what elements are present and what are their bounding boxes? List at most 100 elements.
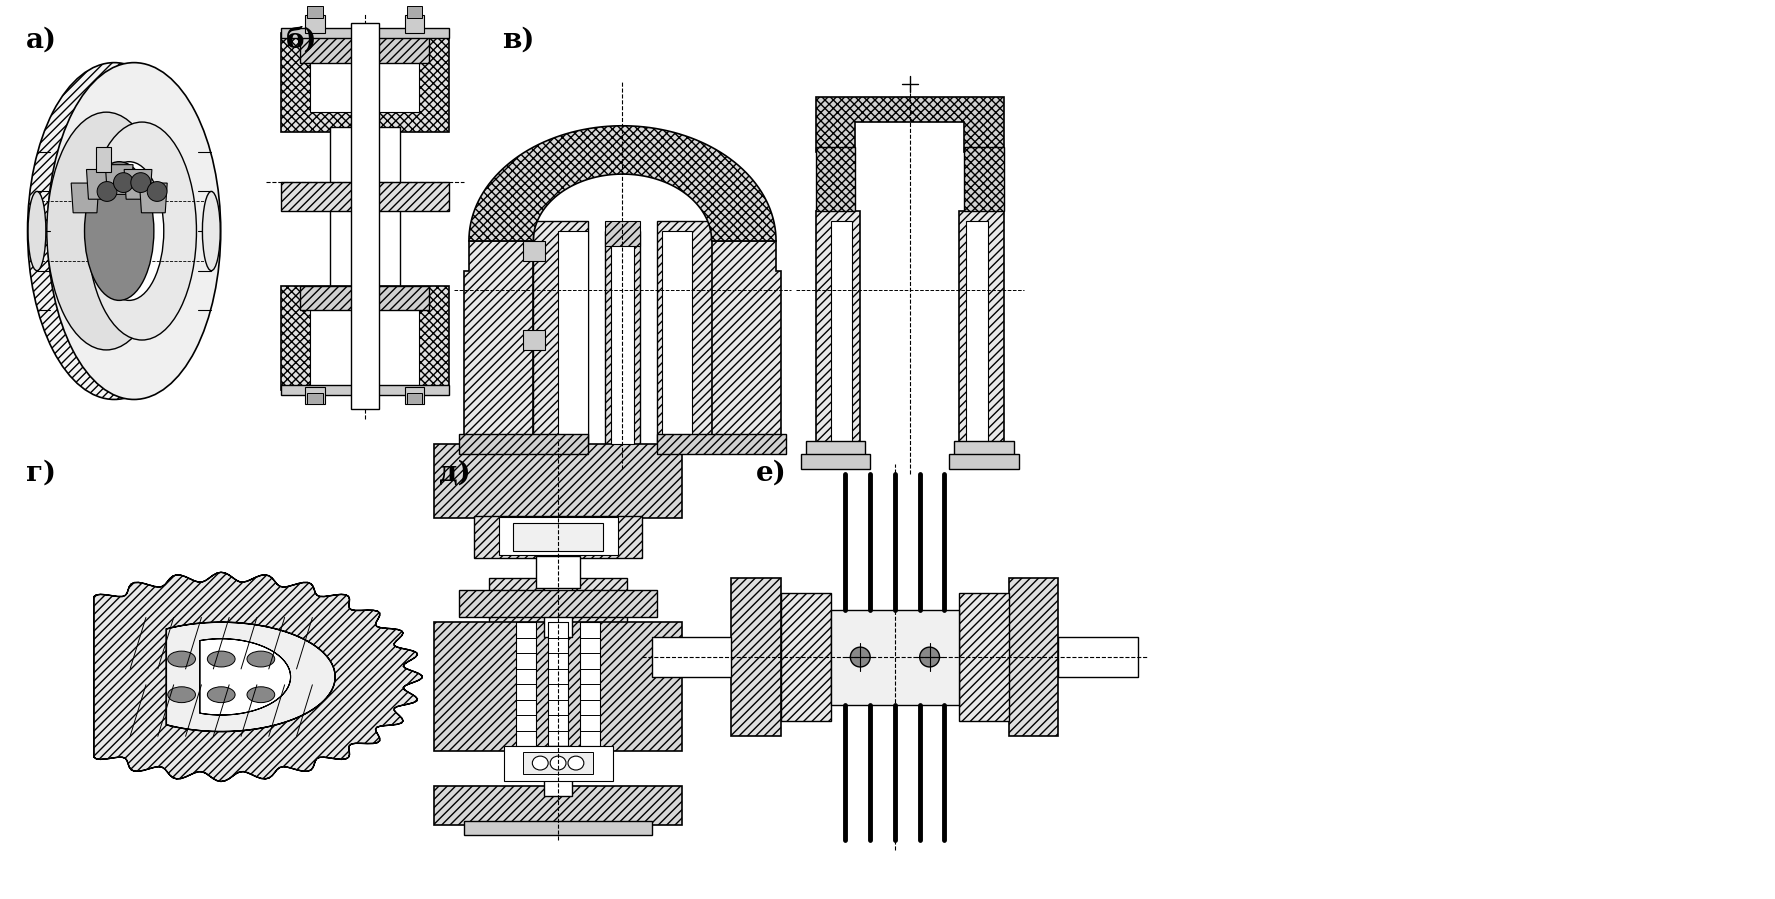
Bar <box>330 127 399 290</box>
Bar <box>816 147 856 211</box>
Bar <box>96 147 112 172</box>
Bar <box>545 746 572 796</box>
Bar <box>307 6 323 18</box>
Circle shape <box>919 647 939 667</box>
Bar <box>580 622 600 746</box>
Bar <box>831 221 852 449</box>
Ellipse shape <box>208 687 234 703</box>
Bar <box>524 330 545 350</box>
Bar <box>801 454 870 468</box>
Bar <box>657 434 786 454</box>
Polygon shape <box>167 622 335 732</box>
Bar <box>806 441 864 458</box>
Ellipse shape <box>247 687 275 703</box>
Ellipse shape <box>46 112 165 350</box>
Bar <box>955 441 1014 458</box>
Bar <box>435 444 682 519</box>
Bar <box>959 211 1005 454</box>
Ellipse shape <box>532 756 548 770</box>
Bar <box>311 33 419 112</box>
Bar <box>966 221 989 449</box>
Ellipse shape <box>28 63 201 399</box>
Bar <box>280 33 449 132</box>
Bar <box>731 578 781 736</box>
Text: д): д) <box>438 459 470 486</box>
Bar <box>406 393 422 405</box>
Bar <box>950 454 1019 468</box>
Bar <box>405 15 424 33</box>
Polygon shape <box>87 170 114 200</box>
Bar <box>781 592 831 722</box>
Bar <box>524 752 593 774</box>
Bar <box>524 241 545 261</box>
Polygon shape <box>201 638 291 715</box>
Bar <box>300 33 430 63</box>
Bar <box>662 231 692 444</box>
Polygon shape <box>712 241 781 449</box>
Bar <box>474 516 643 558</box>
Bar <box>280 286 449 389</box>
Bar <box>300 286 430 310</box>
Bar <box>657 221 712 449</box>
Bar <box>460 434 588 454</box>
Bar <box>460 590 657 618</box>
Bar <box>351 23 378 409</box>
Bar <box>405 387 424 405</box>
Polygon shape <box>469 126 776 241</box>
Ellipse shape <box>550 756 566 770</box>
Bar <box>536 556 580 588</box>
Bar <box>463 821 651 835</box>
Bar <box>1058 637 1138 677</box>
Text: в): в) <box>502 27 534 54</box>
Polygon shape <box>94 573 422 781</box>
Bar <box>532 221 588 449</box>
Text: е): е) <box>756 459 786 486</box>
Bar <box>406 6 422 18</box>
Polygon shape <box>463 241 532 449</box>
Bar <box>307 393 323 405</box>
Ellipse shape <box>167 687 195 703</box>
Bar <box>311 306 419 389</box>
Bar <box>517 622 536 746</box>
Bar <box>964 147 1005 211</box>
Ellipse shape <box>208 651 234 667</box>
Bar <box>488 578 627 628</box>
Bar <box>557 231 588 444</box>
Bar <box>280 182 449 211</box>
Bar <box>548 622 568 746</box>
Bar <box>1008 578 1058 736</box>
Bar <box>305 387 325 405</box>
Ellipse shape <box>94 162 163 300</box>
Ellipse shape <box>85 162 154 300</box>
Bar <box>605 231 641 449</box>
Text: а): а) <box>27 27 57 54</box>
Ellipse shape <box>28 191 46 271</box>
Ellipse shape <box>568 756 584 770</box>
Ellipse shape <box>202 191 220 271</box>
Polygon shape <box>140 183 167 213</box>
Bar <box>611 236 634 444</box>
Ellipse shape <box>247 651 275 667</box>
Bar <box>545 556 572 637</box>
Polygon shape <box>124 170 153 200</box>
Bar <box>816 211 861 454</box>
Bar <box>504 746 612 781</box>
Circle shape <box>114 173 133 192</box>
Polygon shape <box>71 183 99 213</box>
Circle shape <box>98 182 117 201</box>
Bar <box>651 637 731 677</box>
Polygon shape <box>105 165 133 194</box>
Circle shape <box>850 647 870 667</box>
Bar <box>831 610 958 705</box>
Bar <box>605 221 641 246</box>
Polygon shape <box>816 97 1005 152</box>
Text: б): б) <box>286 27 318 54</box>
Bar <box>435 786 682 825</box>
Text: г): г) <box>27 459 57 486</box>
Circle shape <box>131 173 151 192</box>
Bar <box>280 28 449 38</box>
Bar <box>280 385 449 395</box>
Ellipse shape <box>167 651 195 667</box>
Bar <box>513 523 604 551</box>
Bar <box>435 622 682 752</box>
